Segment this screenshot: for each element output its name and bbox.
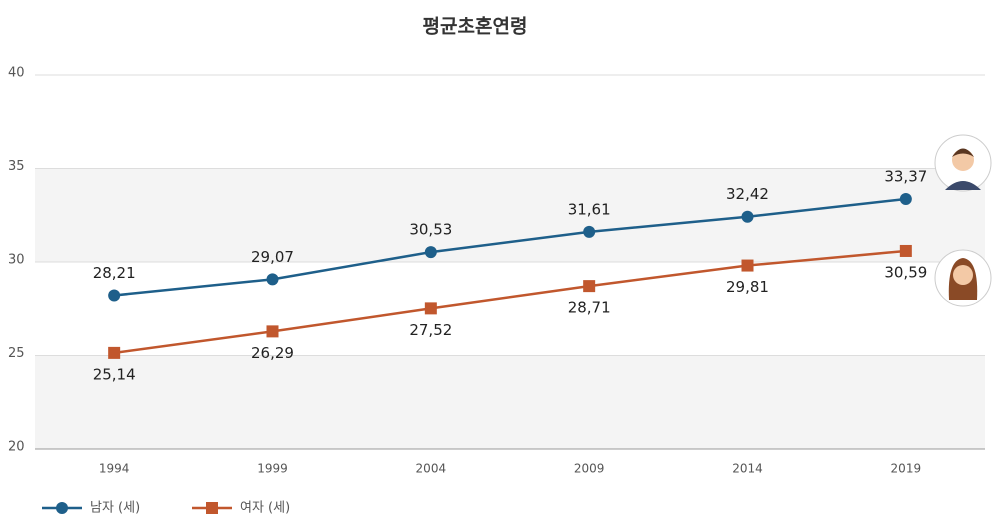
marker (583, 280, 596, 293)
y-tick-label: 35 (8, 159, 25, 174)
series-line (114, 197, 906, 297)
data-label: 31,61 (568, 200, 611, 218)
chart-title: 평균초혼연령 (423, 15, 528, 38)
marker (108, 346, 121, 359)
data-label: 32,42 (726, 185, 769, 203)
marker (899, 192, 912, 205)
marker (741, 210, 754, 223)
data-label: 27,52 (409, 321, 452, 339)
data-label: 25,14 (93, 365, 136, 383)
data-label: 28,21 (93, 264, 136, 282)
x-tick-label: 2004 (416, 462, 447, 476)
band (35, 355, 985, 449)
x-tick-label: 2009 (574, 462, 605, 476)
female-avatar (934, 249, 992, 307)
x-tick-label: 2014 (732, 462, 763, 476)
marker (741, 259, 754, 272)
x-tick-label: 2019 (891, 462, 922, 476)
marker (899, 244, 912, 257)
y-tick-label: 20 (8, 440, 25, 455)
legend-marker (56, 502, 68, 514)
legend-marker (206, 502, 218, 514)
marker (424, 246, 437, 259)
marker (266, 273, 279, 286)
x-tick-label: 1994 (99, 462, 130, 476)
data-label: 29,07 (251, 248, 294, 266)
data-label: 29,81 (726, 278, 769, 296)
marker (583, 225, 596, 238)
y-tick-label: 40 (8, 66, 25, 81)
data-label: 30,59 (884, 263, 927, 281)
y-tick-label: 30 (8, 253, 25, 268)
series-line (113, 249, 906, 355)
band (35, 168, 985, 262)
data-label: 26,29 (251, 344, 294, 362)
data-label: 33,37 (884, 167, 927, 185)
marker (108, 289, 121, 302)
legend-label: 남자 (세) (90, 501, 140, 516)
y-tick-label: 25 (8, 346, 25, 361)
male-avatar (934, 134, 992, 192)
marker (424, 302, 437, 315)
data-label: 28,71 (568, 299, 611, 317)
plot-bg (35, 168, 985, 449)
legend-label: 여자 (세) (240, 501, 290, 516)
data-label: 30,53 (409, 221, 452, 239)
marker (266, 325, 279, 338)
x-tick-label: 1999 (257, 462, 288, 476)
